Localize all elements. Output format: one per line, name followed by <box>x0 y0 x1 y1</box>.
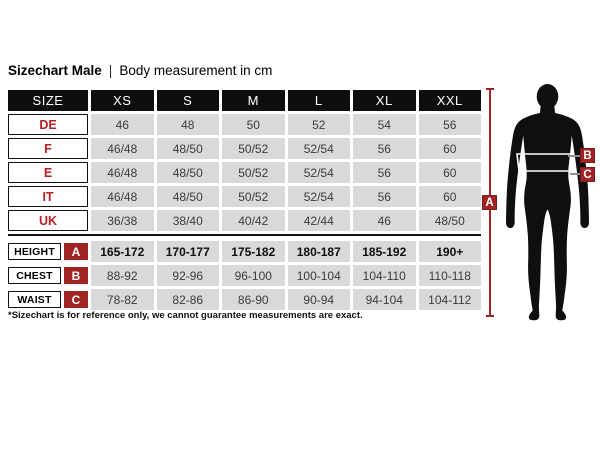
measure-value-cell: 88-92 <box>91 265 154 286</box>
measure-value-cell: 170-177 <box>156 241 219 262</box>
measure-value-cell: 104-112 <box>418 289 481 310</box>
page-title: Sizechart Male | Body measurement in cm <box>8 63 272 78</box>
size-value-cell: 56 <box>353 138 416 159</box>
size-value-cell: 38/40 <box>156 210 219 231</box>
region-label-f: F <box>8 138 88 159</box>
column-header-xl: XL <box>353 90 416 111</box>
size-value-cell: 46 <box>91 114 154 135</box>
measure-value-cell: 94-104 <box>353 289 416 310</box>
chest-waist-band-outline <box>516 153 572 172</box>
marker-c-badge: C <box>580 167 595 182</box>
size-rows-group: DE 46 48 50 52 54 56 F 46/48 48/50 50/52 52/54 56 60 E… <box>8 114 481 231</box>
measure-row-chest: CHEST B 88-92 92-96 96-100 100-104 104-110 110-… <box>8 265 481 286</box>
measure-value-cell: 104-110 <box>353 265 416 286</box>
column-header-s: S <box>156 90 219 111</box>
head-shape <box>536 84 559 109</box>
size-value-cell: 60 <box>418 162 481 183</box>
chest-connector-line <box>568 155 580 157</box>
measure-row-height: HEIGHT A 165-172 170-177 175-182 180-187 185-1… <box>8 241 481 262</box>
measure-value-cell: 92-96 <box>156 265 219 286</box>
size-value-cell: 50/52 <box>222 138 285 159</box>
torso-limbs-shape <box>505 112 590 321</box>
size-row-e: E 46/48 48/50 50/52 52/54 56 60 <box>8 162 481 183</box>
sizechart-table: SIZE XS S M L XL XXL DE 46 48 50 52 54 56 F 46/48 48/5… <box>8 90 481 313</box>
column-header-l: L <box>287 90 350 111</box>
measure-value-cell: 100-104 <box>287 265 350 286</box>
marker-a-cell: A <box>64 243 88 260</box>
measure-value-cell: 78-82 <box>91 289 154 310</box>
size-value-cell: 60 <box>418 138 481 159</box>
measure-value-cell: 175-182 <box>222 241 285 262</box>
region-label-de: DE <box>8 114 88 135</box>
title-separator: | <box>108 63 113 78</box>
size-value-cell: 50/52 <box>222 186 285 207</box>
size-value-cell: 56 <box>353 162 416 183</box>
size-value-cell: 52/54 <box>287 162 350 183</box>
size-row-f: F 46/48 48/50 50/52 52/54 56 60 <box>8 138 481 159</box>
size-value-cell: 40/42 <box>222 210 285 231</box>
size-value-cell: 60 <box>418 186 481 207</box>
size-value-cell: 46/48 <box>91 186 154 207</box>
size-value-cell: 46/48 <box>91 162 154 183</box>
size-value-cell: 48/50 <box>418 210 481 231</box>
size-value-cell: 48 <box>156 114 219 135</box>
size-value-cell: 48/50 <box>156 186 219 207</box>
marker-b-cell: B <box>64 267 88 284</box>
measure-value-cell: 190+ <box>418 241 481 262</box>
measure-label-chest: CHEST <box>8 267 61 284</box>
size-value-cell: 42/44 <box>287 210 350 231</box>
table-header-row: SIZE XS S M L XL XXL <box>8 90 481 111</box>
size-value-cell: 36/38 <box>91 210 154 231</box>
measure-row-waist: WAIST C 78-82 82-86 86-90 90-94 94-104 104-112 <box>8 289 481 310</box>
measure-rows-group: HEIGHT A 165-172 170-177 175-182 180-187 185-1… <box>8 241 481 310</box>
measure-value-cell: 185-192 <box>353 241 416 262</box>
marker-b-badge: B <box>580 148 595 163</box>
column-header-xs: XS <box>91 90 154 111</box>
region-label-e: E <box>8 162 88 183</box>
column-header-m: M <box>222 90 285 111</box>
size-value-cell: 56 <box>418 114 481 135</box>
size-value-cell: 56 <box>353 186 416 207</box>
measure-label-waist: WAIST <box>8 291 61 308</box>
measure-value-cell: 165-172 <box>91 241 154 262</box>
size-value-cell: 52/54 <box>287 186 350 207</box>
size-column-header: SIZE <box>8 90 88 111</box>
measure-label-height: HEIGHT <box>8 243 61 260</box>
size-value-cell: 54 <box>353 114 416 135</box>
waist-connector-line <box>570 173 580 175</box>
size-value-cell: 52/54 <box>287 138 350 159</box>
title-subtitle: Body measurement in cm <box>119 63 273 78</box>
measure-value-cell: 82-86 <box>156 289 219 310</box>
measure-value-cell: 180-187 <box>287 241 350 262</box>
size-value-cell: 46 <box>353 210 416 231</box>
size-value-cell: 50 <box>222 114 285 135</box>
table-divider <box>8 234 481 236</box>
marker-a-badge: A <box>482 195 497 210</box>
column-header-xxl: XXL <box>418 90 481 111</box>
size-value-cell: 52 <box>287 114 350 135</box>
size-value-cell: 48/50 <box>156 162 219 183</box>
region-label-uk: UK <box>8 210 88 231</box>
size-value-cell: 50/52 <box>222 162 285 183</box>
size-row-de: DE 46 48 50 52 54 56 <box>8 114 481 135</box>
size-row-it: IT 46/48 48/50 50/52 52/54 56 60 <box>8 186 481 207</box>
marker-c-cell: C <box>64 291 88 308</box>
footnote: *Sizechart is for reference only, we can… <box>8 310 363 321</box>
measure-value-cell: 96-100 <box>222 265 285 286</box>
measure-value-cell: 110-118 <box>418 265 481 286</box>
title-main: Sizechart Male <box>8 63 102 78</box>
measure-value-cell: 86-90 <box>222 289 285 310</box>
region-label-it: IT <box>8 186 88 207</box>
size-value-cell: 48/50 <box>156 138 219 159</box>
measure-value-cell: 90-94 <box>287 289 350 310</box>
size-row-uk: UK 36/38 38/40 40/42 42/44 46 48/50 <box>8 210 481 231</box>
male-body-silhouette <box>505 84 590 321</box>
size-value-cell: 46/48 <box>91 138 154 159</box>
